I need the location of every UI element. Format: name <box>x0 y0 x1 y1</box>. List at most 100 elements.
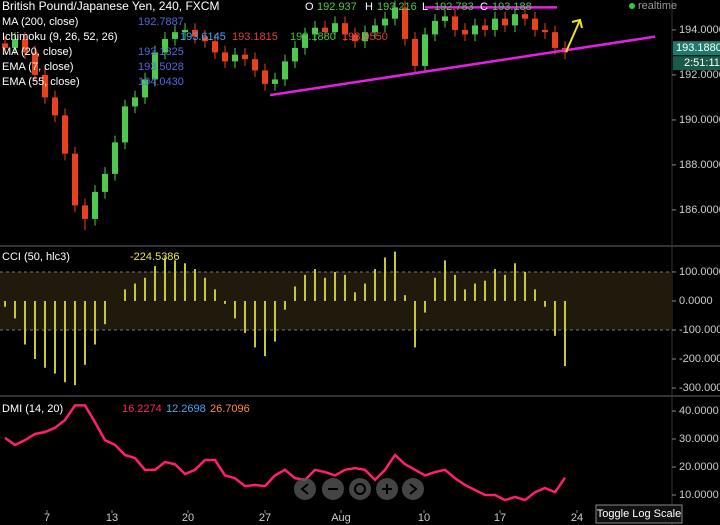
cci-bar <box>544 300 546 307</box>
candle-body <box>32 52 38 75</box>
x-tick-label: 7 <box>44 512 50 524</box>
cci-bar <box>164 257 166 301</box>
panel-readout: -224.5386 <box>130 251 180 263</box>
panel-title: DMI (14, 20) <box>2 403 63 415</box>
candle-body <box>372 25 378 33</box>
candle-body <box>142 79 148 98</box>
y-tick-label: 40.0000 <box>679 405 719 417</box>
y-tick-label: 20.0000 <box>679 461 719 473</box>
cci-bar <box>414 300 416 348</box>
indicator-value: 193.9550 <box>342 31 388 43</box>
candle-body <box>382 18 388 26</box>
indicator-value: 193.1325 <box>138 46 184 58</box>
quote-value: 192.937 <box>317 1 357 13</box>
indicator-name: Ichimoku (9, 26, 52, 26) <box>2 31 118 43</box>
x-tick-label: 24 <box>571 512 583 524</box>
cci-bar <box>304 274 306 301</box>
candle-body <box>282 61 288 80</box>
cci-bar <box>524 271 526 301</box>
cci-bar <box>24 300 26 345</box>
cci-bar <box>134 283 136 301</box>
y-tick-label: 192.0000 <box>679 69 720 81</box>
cci-bar <box>254 300 256 348</box>
candle-body <box>222 52 228 62</box>
candle-body <box>392 7 398 19</box>
cci-bar <box>184 263 186 301</box>
candle-body <box>82 205 88 219</box>
candle-body <box>412 38 418 66</box>
indicator-value: 193.1815 <box>232 31 278 43</box>
cci-bar <box>474 283 476 301</box>
cci-bar <box>14 300 16 319</box>
cci-bar <box>334 271 336 301</box>
x-tick-label: 27 <box>259 512 271 524</box>
y-tick-label: 186.0000 <box>679 204 720 216</box>
indicator-name: EMA (55, close) <box>2 76 80 88</box>
realtime-status: realtime <box>638 0 677 12</box>
candle-body <box>272 79 278 84</box>
cci-bar <box>354 292 356 301</box>
candle-body <box>462 29 468 35</box>
log-scale-button[interactable]: Toggle Log Scale <box>595 504 683 524</box>
candle-body <box>502 18 508 26</box>
indicator-value: 193.5028 <box>138 61 184 73</box>
cci-bar <box>94 300 96 345</box>
quote-value: 192.783 <box>434 1 474 13</box>
cci-bar <box>204 277 206 301</box>
cci-bar <box>564 300 566 367</box>
cci-bar <box>344 274 346 301</box>
candle-body <box>422 34 428 66</box>
cci-bar <box>394 251 396 301</box>
cci-bar <box>144 277 146 301</box>
log-scale-label: Toggle Log Scale <box>597 508 681 520</box>
candle-body <box>522 14 528 19</box>
x-tick-label: Aug <box>331 512 351 524</box>
scroll-left-button[interactable] <box>294 478 316 500</box>
candle-body <box>472 25 478 35</box>
y-tick-label: 190.0000 <box>679 114 720 126</box>
cci-bar <box>124 289 126 301</box>
scroll-right-button[interactable] <box>402 478 424 500</box>
cci-bar <box>314 269 316 301</box>
candle-body <box>22 38 28 53</box>
indicator-name: EMA (7, close) <box>2 61 74 73</box>
cci-bar <box>554 300 556 336</box>
candle-body <box>552 32 558 48</box>
cci-bar <box>364 283 366 301</box>
cci-bar <box>44 300 46 368</box>
cci-bar <box>74 300 76 386</box>
candle-body <box>72 153 78 206</box>
countdown-box <box>673 56 720 71</box>
candle-body <box>482 25 488 30</box>
candle-body <box>172 32 178 39</box>
y-tick-label: 0.0000 <box>679 295 713 307</box>
cci-bar <box>504 274 506 301</box>
cci-bar <box>104 300 106 325</box>
cci-bar <box>324 277 326 301</box>
reset-button[interactable] <box>349 478 371 500</box>
cci-bar <box>534 289 536 301</box>
candle-body <box>162 38 168 53</box>
trendline <box>269 35 656 97</box>
panel-readout: 12.2698 <box>166 403 206 415</box>
candle-body <box>202 36 208 42</box>
x-tick-label: 20 <box>182 512 194 524</box>
candle-body <box>542 29 548 33</box>
cci-bar <box>154 266 156 301</box>
candle-body <box>342 23 348 35</box>
candle-body <box>512 14 518 26</box>
candle-body <box>92 191 98 219</box>
candle-body <box>302 34 308 48</box>
candle-body <box>102 173 108 192</box>
cci-bar <box>424 300 426 313</box>
candle-body <box>182 29 188 33</box>
candle-body <box>492 18 498 30</box>
last-price-box <box>673 41 720 56</box>
cci-bar <box>174 260 176 301</box>
indicator-value: 192.7887 <box>138 16 184 28</box>
cci-bar <box>514 263 516 301</box>
cci-bar <box>274 300 276 342</box>
candle-body <box>242 54 248 60</box>
